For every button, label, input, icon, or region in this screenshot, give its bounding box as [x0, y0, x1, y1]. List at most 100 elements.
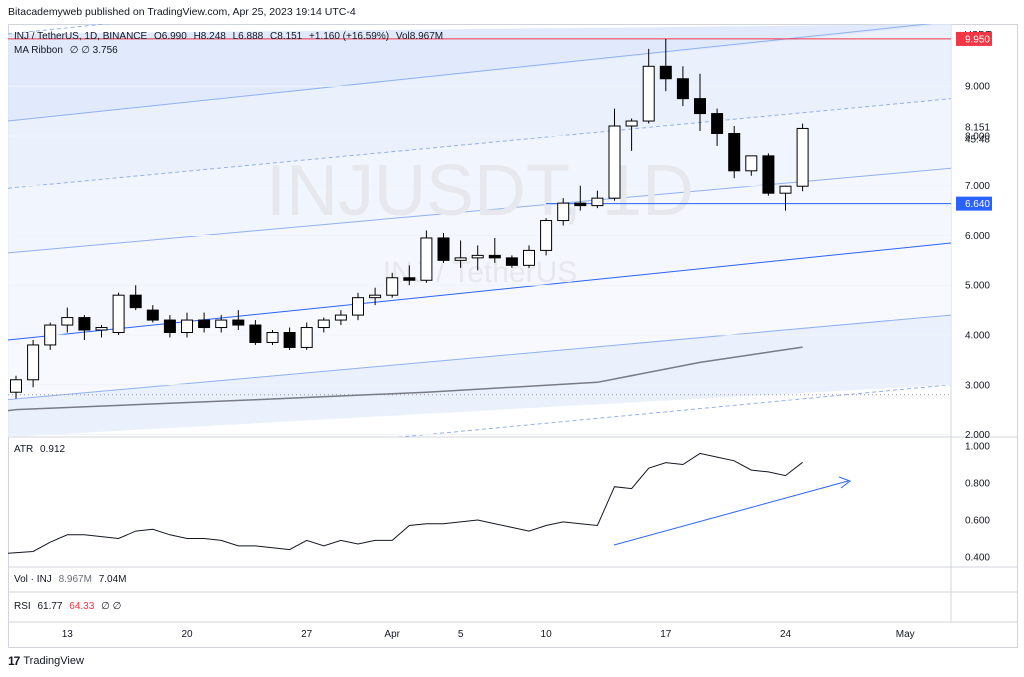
grid: [8, 85, 951, 436]
atr-trend-arrow: [613, 476, 852, 546]
time-tick-label: 27: [301, 629, 313, 640]
candle-body: [352, 297, 364, 316]
candle-body: [454, 257, 467, 261]
candle-body: [10, 379, 22, 393]
red-price-label: 9.950: [965, 34, 990, 45]
atr-pane: [7, 452, 803, 554]
price-tick-label: 9.000: [965, 82, 990, 93]
atr-value: 0.912: [40, 444, 66, 455]
horizontal-lines[interactable]: [8, 38, 951, 205]
vol-label[interactable]: Vol · INJ: [14, 574, 52, 585]
candle-body: [27, 344, 40, 381]
candle-body: [540, 220, 553, 251]
ma-ribbon-values: ∅ ∅ 3.756: [69, 45, 118, 56]
atr-tick-label: 0.400: [965, 553, 990, 564]
candle-body: [591, 197, 604, 207]
red-price-tag: [956, 31, 992, 46]
ma-ribbon-label[interactable]: MA Ribbon: [14, 45, 63, 56]
watermark-symbol: INJUSDT, 1D: [266, 151, 694, 231]
ma-line: [7, 346, 803, 412]
channel-band: [8, 168, 951, 340]
candle-body: [181, 319, 193, 334]
candle-body: [317, 319, 330, 329]
candle-body: [676, 78, 689, 100]
atr-line: [7, 452, 803, 554]
candle-body: [420, 237, 433, 281]
candle-body: [266, 332, 279, 343]
blue-price-label: 6.640: [965, 199, 990, 210]
candle-body: [762, 155, 775, 194]
footer-brand[interactable]: 17 TradingView: [8, 654, 84, 668]
candle-body: [112, 294, 125, 334]
ma-ribbon-line: [7, 346, 803, 412]
time-tick-label: 20: [181, 629, 193, 640]
atr-tick-label: 0.800: [965, 479, 990, 490]
rsi-nulls: ∅ ∅: [101, 601, 122, 612]
channel-line: [8, 314, 951, 401]
legend-volume: Vol8.967M: [395, 31, 444, 42]
candle-body: [403, 277, 416, 281]
ohlc-open: O6.990: [153, 31, 187, 42]
candle-body: [745, 155, 758, 172]
time-axis[interactable]: 13 20 27 Apr 5 10 17 24 May: [62, 629, 915, 640]
candle-body: [796, 127, 809, 187]
candle-body: [163, 319, 176, 334]
candle-body: [44, 324, 57, 346]
time-tick-label: 13: [62, 629, 74, 640]
price-tick-label: 8.000: [965, 131, 990, 142]
price-axis[interactable]: USDT9.0008.0007.0006.0005.0004.0003.0002…: [956, 30, 992, 564]
channel-band: [8, 98, 951, 253]
candle-body: [574, 202, 587, 207]
candle-body: [300, 327, 313, 348]
candle-body: [728, 132, 741, 172]
channel-band: [8, 24, 951, 189]
rsi-label[interactable]: RSI: [14, 601, 31, 612]
time-tick-label: 5: [458, 629, 464, 640]
channel-line: [8, 98, 951, 189]
symbol-name[interactable]: INJ / TetherUS, 1D, BINANCE: [14, 31, 148, 42]
candle-body: [369, 294, 382, 299]
symbol-legend[interactable]: INJ / TetherUS, 1D, BINANCE O6.990 H8.24…: [14, 31, 447, 42]
rsi-legend[interactable]: RSI 61.77 64.33 ∅ ∅: [14, 601, 125, 612]
atr-label[interactable]: ATR: [14, 444, 34, 455]
candle-body: [232, 319, 245, 326]
candle-body: [198, 319, 211, 329]
atr-tick-label: 1.000: [965, 442, 990, 453]
last-price-label: 8.151: [965, 122, 990, 133]
candle-body: [334, 314, 347, 321]
candle-body: [78, 317, 91, 331]
brand-name: TradingView: [23, 655, 84, 667]
channel-band: [8, 242, 951, 400]
regression-channel: [8, 24, 951, 437]
vol-legend[interactable]: Vol · INJ 8.967M 7.04M: [14, 574, 131, 585]
candle-body: [694, 98, 706, 115]
countdown-label: 45:48: [965, 134, 990, 145]
candle-body: [386, 277, 399, 296]
atr-tick-label: 0.600: [965, 516, 990, 527]
time-tick-label: Apr: [384, 629, 400, 640]
ohlc-low: L6.888: [232, 31, 264, 42]
candle-body: [779, 185, 792, 194]
ohlc-close: C8.151: [269, 31, 303, 42]
rsi-value: 61.77: [37, 601, 63, 612]
candle-body: [625, 120, 638, 127]
ma-ribbon-legend[interactable]: MA Ribbon ∅ ∅ 3.756: [14, 45, 122, 56]
atr-legend[interactable]: ATR 0.912: [14, 444, 69, 455]
candle-body: [95, 327, 108, 331]
candle-body: [215, 319, 228, 329]
price-tick-label: 7.000: [965, 181, 990, 192]
candle-body: [61, 317, 74, 326]
blue-price-tag: [956, 196, 992, 211]
vol-value2: 7.04M: [98, 574, 127, 585]
candle-body: [471, 254, 484, 259]
price-tick-label: 2.000: [965, 430, 990, 441]
time-tick-label: 24: [780, 629, 792, 640]
candle-body: [608, 125, 621, 199]
candle-body: [659, 65, 672, 80]
ohlc-change: +1.160 (+16.59%): [309, 31, 390, 42]
candle-body: [129, 294, 142, 309]
channel-line: [8, 167, 951, 254]
tradingview-logo-icon: 17: [8, 654, 20, 668]
rsi-value2: 64.33: [69, 601, 95, 612]
